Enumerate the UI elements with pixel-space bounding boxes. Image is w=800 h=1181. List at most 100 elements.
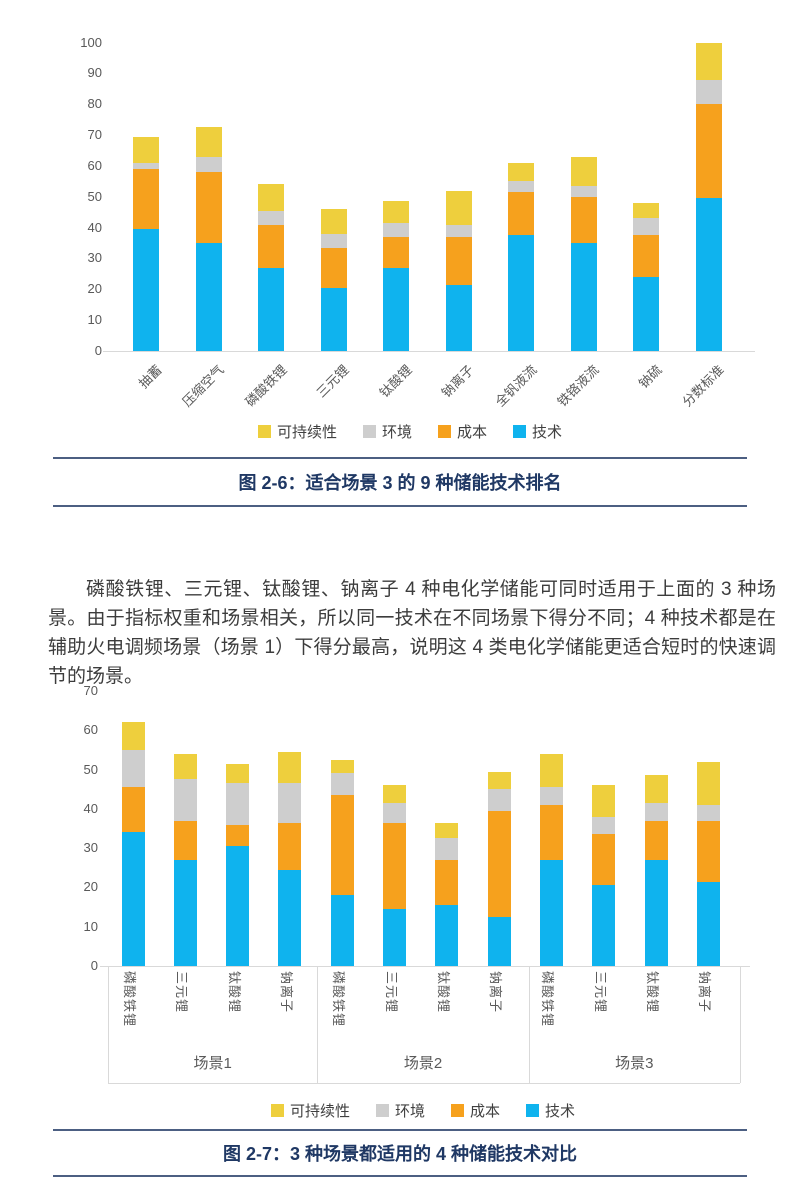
chart2-bar9-磷酸铁锂-segment-成本 [539, 804, 563, 860]
chart2-legend-item-成本: 成本 [451, 1100, 500, 1121]
chart2-category-separator-3 [740, 966, 741, 1083]
chart1-bar3-磷酸铁锂-segment-成本 [258, 224, 284, 268]
chart2-bar3-钛酸锂-segment-成本 [226, 824, 250, 847]
chart2-x-label-3-钛酸锂: 钛酸锂 [226, 971, 242, 1014]
chart1-bar5-钛酸锂-segment-成本 [383, 236, 409, 268]
chart2-bar6-三元锂-segment-可持续性 [383, 785, 406, 803]
chart2-x-label-1-磷酸铁锂: 磷酸铁锂 [122, 971, 137, 1028]
chart1-bar2-压缩空气-segment-成本 [195, 172, 222, 244]
chart2-bar5-磷酸铁锂-segment-技术 [330, 895, 354, 966]
chart2-bar9-磷酸铁锂-segment-技术 [539, 859, 563, 966]
chart2-bar7-钛酸锂-segment-环境 [435, 838, 459, 860]
chart2-x-axis-line [100, 966, 750, 967]
chart2-bar4-钠离子-segment-环境 [278, 783, 302, 823]
figure2-caption: 图 2-7：3 种场景都适用的 4 种储能技术对比 [222, 1144, 578, 1164]
chart2-bar4-钠离子-segment-技术 [278, 869, 302, 966]
chart2-bar1-磷酸铁锂-segment-环境 [121, 749, 145, 788]
chart2-bar11-钛酸锂-segment-环境 [644, 802, 668, 821]
chart1-bar2-压缩空气-segment-技术 [195, 243, 222, 351]
chart2-bar2-三元锂-segment-环境 [173, 779, 197, 821]
caption2-bottom-rule [53, 1175, 747, 1177]
chart2-bar5-磷酸铁锂-segment-成本 [330, 795, 354, 896]
chart1-x-label-抽蓄: 抽蓄 [135, 362, 165, 392]
chart2-category-separator-2 [528, 966, 530, 1083]
chart2-bar2-三元锂-segment-可持续性 [173, 753, 197, 780]
chart1-legend-item-环境: 环境 [362, 421, 412, 442]
chart1-bar4-三元锂-segment-环境 [320, 233, 347, 248]
chart2-legend-swatch-可持续性 [270, 1104, 284, 1117]
chart2-bar8-钠离子-segment-技术 [487, 916, 511, 966]
chart1-bar9-钠硫-segment-技术 [633, 276, 659, 351]
chart2-y-tick-60: 60 [83, 722, 98, 738]
chart2-category-bottom-line [108, 1083, 740, 1084]
chart1-legend-label-可持续性: 可持续性 [276, 424, 337, 441]
chart2-legend-swatch-技术 [526, 1104, 540, 1117]
caption2-top-rule [53, 1129, 747, 1131]
chart2-legend: 可持续性 环境 成本 技术 [23, 1100, 800, 1121]
chart2-y-tick-10: 10 [83, 918, 98, 934]
chart1-x-axis-line [103, 351, 755, 352]
chart2-legend-swatch-环境 [375, 1104, 389, 1117]
chart1-bar7-全钒液流-segment-环境 [508, 181, 534, 193]
chart1-y-tick-20: 20 [87, 281, 102, 297]
chart2-y-tick-70: 70 [83, 682, 98, 698]
chart2-legend-label-可持续性: 可持续性 [289, 1103, 350, 1120]
caption1-bottom-rule [53, 505, 747, 507]
chart2-bar10-三元锂-segment-环境 [592, 816, 616, 835]
chart1-legend-swatch-技术 [513, 425, 527, 438]
chart1-bar3-磷酸铁锂-segment-可持续性 [258, 184, 284, 211]
chart1-bar1-抽蓄-segment-可持续性 [133, 136, 159, 163]
chart2-y-tick-50: 50 [83, 761, 98, 777]
chart1-y-tick-100: 100 [80, 34, 102, 50]
chart1-y-tick-90: 90 [87, 65, 102, 81]
chart2-legend-label-环境: 环境 [394, 1103, 425, 1120]
chart2-bar1-磷酸铁锂-segment-可持续性 [121, 722, 145, 750]
chart1-y-tick-60: 60 [87, 157, 102, 173]
chart2-group-label-场景3: 场景3 [615, 1055, 654, 1072]
chart1-y-tick-50: 50 [87, 188, 102, 204]
chart1-legend-swatch-环境 [362, 425, 376, 438]
chart2-bar6-三元锂-segment-环境 [383, 802, 406, 823]
chart2-x-label-10-三元锂: 三元锂 [592, 971, 608, 1014]
chart2-category-separator-1 [317, 966, 319, 1083]
chart1-bar7-全钒液流-segment-可持续性 [508, 162, 534, 182]
chart1-bar7-全钒液流-segment-成本 [508, 192, 534, 236]
chart1-legend-item-可持续性: 可持续性 [257, 421, 337, 442]
chart1-x-label-压缩空气: 压缩空气 [179, 362, 228, 410]
chart1-bar9-钠硫-segment-可持续性 [633, 202, 659, 219]
chart1-bar6-钠离子-segment-技术 [445, 284, 472, 351]
chart2-legend-item-可持续性: 可持续性 [270, 1100, 350, 1121]
chart1-bar4-三元锂-segment-成本 [320, 247, 347, 288]
chart2-bar10-三元锂-segment-可持续性 [592, 785, 616, 817]
chart2-x-label-8-钠离子: 钠离子 [488, 971, 504, 1014]
chart1-x-label-钠离子: 钠离子 [439, 362, 478, 401]
chart1-legend: 可持续性 环境 成本 技术 [10, 421, 800, 442]
chart2-bar3-钛酸锂-segment-可持续性 [226, 763, 250, 784]
chart2-bar5-磷酸铁锂-segment-环境 [330, 773, 354, 796]
chart1-y-tick-80: 80 [87, 96, 102, 112]
chart2-legend-label-成本: 成本 [470, 1103, 501, 1120]
chart1-bar7-全钒液流-segment-技术 [508, 235, 534, 351]
chart2-bar4-钠离子-segment-可持续性 [278, 751, 302, 784]
chart2-bar6-三元锂-segment-成本 [383, 822, 406, 910]
chart1-x-label-全钒液流: 全钒液流 [492, 362, 540, 410]
chart2-x-label-5-磷酸铁锂: 磷酸铁锂 [331, 971, 347, 1028]
chart1-y-tick-40: 40 [87, 219, 102, 235]
chart2-bar12-钠离子-segment-技术 [696, 881, 720, 966]
chart1-bar1-抽蓄-segment-环境 [133, 162, 159, 170]
chart2-bar7-钛酸锂-segment-技术 [435, 905, 459, 966]
chart2-bar10-三元锂-segment-技术 [592, 885, 616, 966]
chart2-bar11-钛酸锂-segment-可持续性 [644, 775, 668, 803]
chart1-bar10-分数标准-segment-可持续性 [695, 42, 722, 80]
chart2-bar7-钛酸锂-segment-成本 [435, 859, 459, 906]
chart2-bar8-钠离子-segment-成本 [487, 810, 511, 917]
chart2-group-label-场景2: 场景2 [403, 1055, 443, 1072]
chart2-bar1-磷酸铁锂-segment-技术 [121, 832, 145, 966]
chart2-bar3-钛酸锂-segment-环境 [226, 783, 250, 825]
chart1-bar5-钛酸锂-segment-可持续性 [383, 201, 409, 224]
chart1-y-tick-0: 0 [94, 343, 102, 358]
chart1-bar4-三元锂-segment-可持续性 [320, 209, 347, 234]
chart2-bar2-三元锂-segment-技术 [173, 859, 197, 966]
chart2-group-label-场景1: 场景1 [193, 1055, 232, 1072]
chart2-y-tick-20: 20 [83, 879, 98, 895]
